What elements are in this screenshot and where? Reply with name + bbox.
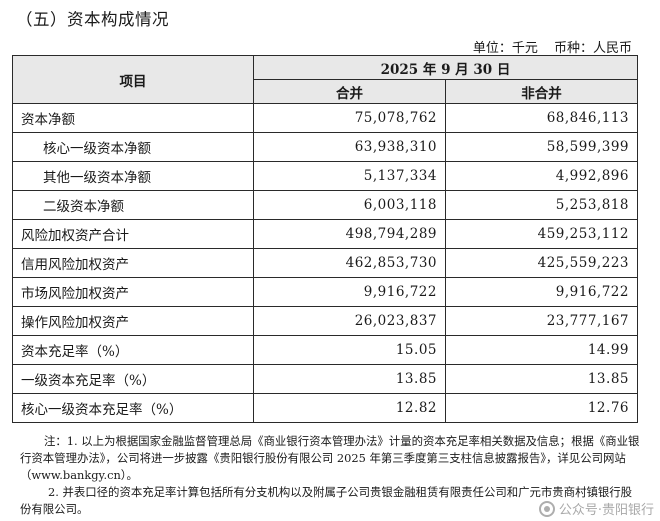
consolidated-value: 5,137,334	[253, 161, 446, 191]
nonconsolidated-value: 23,777,167	[445, 306, 638, 336]
table-row: 操作风险加权资产 26,023,837 23,777,167	[12, 306, 638, 336]
nonconsolidated-value: 14.99	[445, 335, 638, 365]
section-title: （五）资本构成情况	[16, 10, 169, 29]
date-column-header: 2025 年 9 月 30 日	[253, 55, 638, 80]
unit-label: 单位：千元	[472, 41, 538, 56]
consolidated-value: 12.82	[253, 393, 446, 423]
consolidated-value: 15.05	[253, 335, 446, 365]
consolidated-column-header: 合并	[253, 79, 446, 104]
row-label: 核心一级资本充足率（%）	[12, 393, 254, 423]
watermark-text: 公众号·贵阳银行	[558, 503, 654, 518]
nonconsolidated-value: 9,916,722	[445, 277, 638, 307]
nonconsolidated-value: 12.76	[445, 393, 638, 423]
capital-composition-table: 项目 2025 年 9 月 30 日 合并 非合并 资本净额 75,078,76…	[12, 55, 638, 423]
row-label: 操作风险加权资产	[12, 306, 254, 336]
nonconsolidated-value: 13.85	[445, 364, 638, 394]
consolidated-value: 6,003,118	[253, 190, 446, 220]
table-row: 资本充足率（%） 15.05 14.99	[12, 335, 638, 365]
nonconsolidated-value: 68,846,113	[445, 103, 638, 133]
table-row: 市场风险加权资产 9,916,722 9,916,722	[12, 277, 638, 307]
table-row: 二级资本净额 6,003,118 5,253,818	[12, 190, 638, 220]
table-row: 资本净额 75,078,762 68,846,113	[12, 103, 638, 133]
consolidated-value: 462,853,730	[253, 248, 446, 278]
item-column-header: 项目	[12, 55, 254, 104]
consolidated-value: 63,938,310	[253, 132, 446, 162]
consolidated-value: 9,916,722	[253, 277, 446, 307]
row-label: 信用风险加权资产	[12, 248, 254, 278]
consolidated-value: 13.85	[253, 364, 446, 394]
nonconsolidated-value: 4,992,896	[445, 161, 638, 191]
nonconsolidated-value: 459,253,112	[445, 219, 638, 249]
table-row: 风险加权资产合计 498,794,289 459,253,112	[12, 219, 638, 249]
row-label: 其他一级资本净额	[12, 161, 254, 191]
row-label: 一级资本充足率（%）	[12, 364, 254, 394]
row-label: 二级资本净额	[12, 190, 254, 220]
table-row: 信用风险加权资产 462,853,730 425,559,223	[12, 248, 638, 278]
nonconsolidated-column-header: 非合并	[445, 79, 638, 104]
consolidated-value: 75,078,762	[253, 103, 446, 133]
wechat-icon	[538, 500, 555, 517]
row-label: 市场风险加权资产	[12, 277, 254, 307]
footnote-2: 2. 并表口径的资本充足率计算包括所有分支机构以及附属子公司贵银金融租赁有限责任…	[20, 485, 633, 516]
consolidated-value: 498,794,289	[253, 219, 446, 249]
watermark: 公众号·贵阳银行	[538, 499, 654, 518]
row-label: 风险加权资产合计	[12, 219, 254, 249]
consolidated-value: 26,023,837	[253, 306, 446, 336]
footnotes: 注：1. 以上为根据国家金融监督管理总局《商业银行资本管理办法》计量的资本充足率…	[20, 433, 640, 518]
table-row: 核心一级资本净额 63,938,310 58,599,399	[12, 132, 638, 162]
table-row: 核心一级资本充足率（%） 12.82 12.76	[12, 393, 638, 423]
table-row: 其他一级资本净额 5,137,334 4,992,896	[12, 161, 638, 191]
currency-label: 币种：人民币	[553, 41, 632, 56]
row-label: 资本充足率（%）	[12, 335, 254, 365]
nonconsolidated-value: 5,253,818	[445, 190, 638, 220]
nonconsolidated-value: 425,559,223	[445, 248, 638, 278]
row-label: 核心一级资本净额	[12, 132, 254, 162]
footnote-1: 注：1. 以上为根据国家金融监督管理总局《商业银行资本管理办法》计量的资本充足率…	[20, 434, 640, 482]
table-row: 一级资本充足率（%） 13.85 13.85	[12, 364, 638, 394]
row-label: 资本净额	[12, 103, 254, 133]
unit-line: 单位：千元 币种：人民币	[463, 37, 632, 56]
nonconsolidated-value: 58,599,399	[445, 132, 638, 162]
